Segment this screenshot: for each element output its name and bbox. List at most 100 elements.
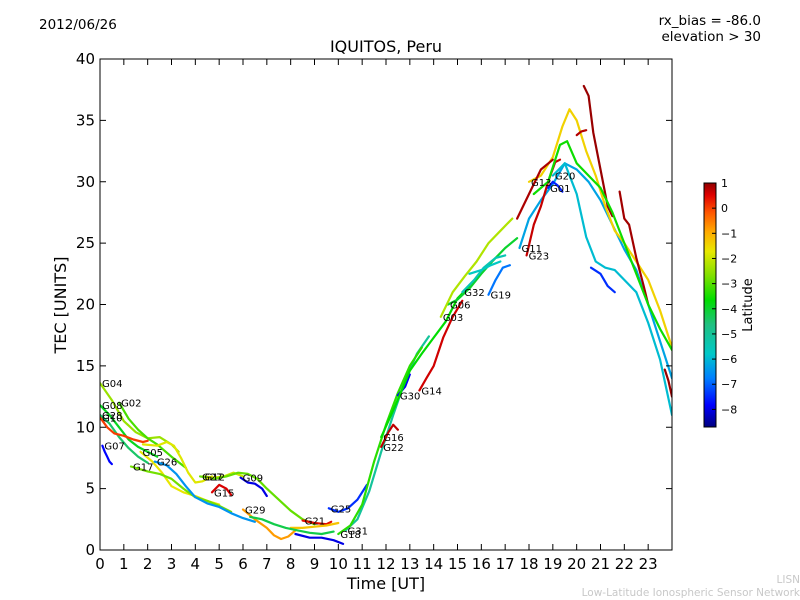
date-label: 2012/06/26	[39, 17, 117, 33]
colorbar-tick-label: −4	[721, 303, 737, 316]
satellite-label: G30	[400, 391, 420, 402]
satellite-label: G19	[490, 291, 510, 302]
series-line-g01	[547, 180, 564, 193]
colorbar-gradient	[703, 182, 717, 428]
colorbar-label: Latitude	[741, 278, 756, 332]
x-tick-label: 3	[167, 555, 177, 573]
satellite-label: G10	[102, 413, 122, 424]
x-tick-label: 16	[472, 555, 491, 573]
series-line	[294, 532, 345, 545]
x-tick-label: 1	[119, 555, 129, 573]
y-tick-label: 10	[76, 418, 95, 436]
series-line-g03	[439, 217, 514, 318]
satellite-label: G16	[383, 433, 403, 444]
elevation-label: elevation > 30	[661, 29, 761, 45]
satellite-label: G28	[102, 411, 122, 422]
series-line-g09	[239, 476, 268, 498]
series-line-g19	[487, 264, 511, 296]
series-line-g17	[129, 465, 233, 513]
satellite-label: G29	[245, 505, 265, 516]
colorbar-tick-label: −7	[721, 378, 737, 391]
x-tick-label: 9	[310, 555, 320, 573]
series-line-g15	[210, 483, 233, 496]
series-line	[663, 368, 672, 398]
x-tick-label: 12	[376, 555, 395, 573]
series-line-g14	[418, 299, 464, 392]
colorbar-tick-label: 1	[721, 177, 728, 190]
x-tick-label: 15	[448, 555, 467, 573]
colorbar-tick-label: −8	[721, 403, 737, 416]
series-line-g21	[301, 519, 333, 526]
satellite-label: G06	[450, 301, 470, 312]
credit-lisn: LISN	[776, 574, 800, 586]
satellite-label: G23	[529, 251, 549, 262]
satellite-label: G12	[204, 472, 224, 483]
series-line-g27	[199, 471, 316, 526]
satellite-label: G25	[331, 504, 351, 515]
satellite-label: G08	[102, 401, 122, 412]
satellite-label: G32	[464, 288, 484, 299]
series-line-g08	[100, 404, 159, 458]
credit-network: Low-Latitude Ionospheric Sensor Network	[581, 587, 800, 599]
satellite-label: G11	[521, 244, 541, 255]
bias-info: rx_bias = -86.0 elevation > 30	[659, 13, 761, 45]
satellite-label: G17	[133, 463, 153, 474]
x-tick-label: 10	[329, 555, 348, 573]
chart-title: IQUITOS, Peru	[330, 37, 442, 56]
series-line	[516, 158, 554, 220]
satellite-label: G09	[243, 474, 263, 485]
series-line-g22	[380, 423, 399, 448]
series-line	[618, 190, 650, 306]
x-tick-label: 14	[424, 555, 443, 573]
axis-ticks: 0 1 2 3 4 5 6 7 8 9 10 11 12 13 14 15 16 17 18 19 20 21 22 2305…	[76, 50, 672, 573]
series-line	[532, 140, 672, 351]
x-tick-label: 7	[262, 555, 272, 573]
colorbar-tick-label: −2	[721, 252, 737, 265]
satellite-label: G20	[555, 172, 575, 183]
x-tick-label: 23	[639, 555, 658, 573]
series-line-g16	[380, 285, 471, 439]
series-line-g28	[100, 413, 149, 464]
satellite-label: G05	[143, 448, 163, 459]
x-tick-label: 2	[143, 555, 153, 573]
colorbar-ticks: 1 0 −1 −2 −3 −4 −5 −6 −7 −8	[712, 177, 737, 416]
series-line	[249, 515, 335, 536]
x-tick-label: 22	[615, 555, 634, 573]
y-tick-label: 30	[76, 173, 95, 191]
colorbar-tick-label: −5	[721, 328, 737, 341]
x-tick-label: 18	[519, 555, 538, 573]
x-axis-label: Time [UT]	[346, 574, 425, 593]
satellite-label: G22	[383, 443, 403, 454]
satellite-label: G07	[104, 442, 124, 453]
colorbar-tick-label: −6	[721, 353, 737, 366]
series-line-g29	[241, 508, 297, 541]
x-tick-label: 11	[353, 555, 372, 573]
satellite-label: G26	[157, 458, 177, 469]
y-axis-label: TEC [UNITS]	[51, 257, 70, 355]
x-tick-label: 19	[543, 555, 562, 573]
satellite-label: G13	[531, 178, 551, 189]
series-line-g25	[327, 483, 368, 513]
series-line-g06	[446, 237, 519, 306]
credit-block: LISN Low-Latitude Ionospheric Sensor Net…	[582, 574, 800, 600]
series-line-g07	[101, 444, 113, 466]
x-tick-label: 5	[214, 555, 224, 573]
y-tick-label: 15	[76, 357, 95, 375]
y-tick-label: 20	[76, 296, 95, 314]
series-line-g02	[118, 401, 187, 469]
x-tick-label: 17	[496, 555, 515, 573]
satellite-label: G18	[340, 530, 360, 541]
x-tick-label: 13	[400, 555, 419, 573]
series-line	[589, 266, 616, 294]
satellite-label: G14	[421, 386, 441, 397]
colorbar-tick-label: −3	[721, 278, 737, 291]
series-line-g13	[527, 108, 672, 349]
series-line-g18	[337, 346, 423, 536]
series-line-g10	[100, 416, 149, 444]
series-layer	[100, 84, 672, 545]
satellite-label: G01	[550, 184, 570, 195]
x-tick-label: 20	[567, 555, 586, 573]
x-tick-label: 8	[286, 555, 296, 573]
